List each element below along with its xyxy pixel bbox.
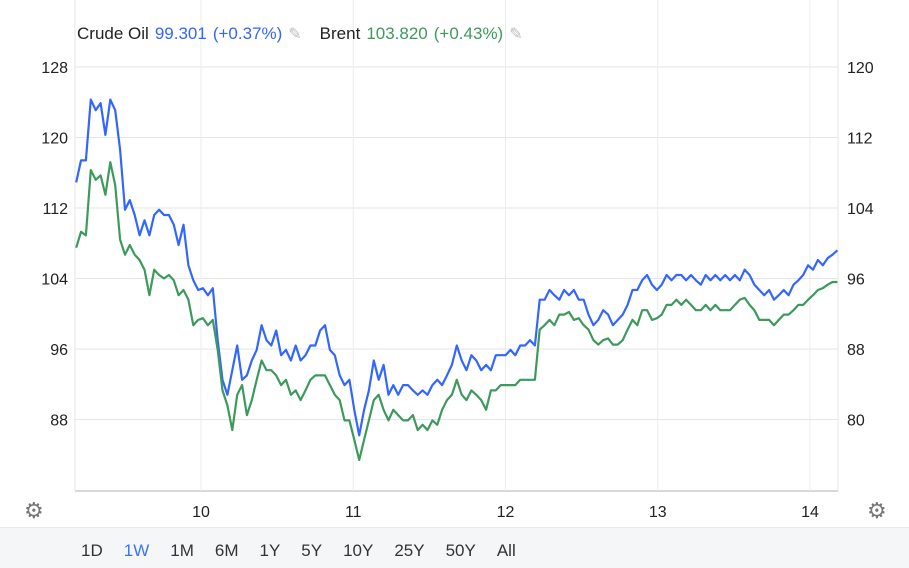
left-tick-label: 96 xyxy=(50,342,68,359)
axis-ticks: 88 96 104 112 120 128 80 88 96 104 112 120 10 11 12 13 1… xyxy=(41,60,874,521)
legend-brent-value: 103.820 xyxy=(366,24,428,43)
right-tick-label: 80 xyxy=(847,413,865,430)
period-1w[interactable]: 1W xyxy=(123,541,150,560)
period-1m[interactable]: 1M xyxy=(170,541,194,560)
left-tick-label: 88 xyxy=(50,413,68,430)
period-5y[interactable]: 5Y xyxy=(301,541,323,560)
pencil-icon[interactable]: ✎ xyxy=(509,26,523,43)
period-1y[interactable]: 1Y xyxy=(259,541,281,560)
legend-crude-name: Crude Oil xyxy=(77,24,149,43)
left-tick-label: 120 xyxy=(41,131,68,148)
right-tick-label: 120 xyxy=(847,60,874,77)
x-tick-label: 14 xyxy=(801,504,819,521)
period-50y[interactable]: 50Y xyxy=(445,541,476,560)
x-tick-label: 13 xyxy=(649,504,667,521)
legend-crude-value: 99.301 xyxy=(154,24,207,43)
legend-brent-change: (+0.43%) xyxy=(433,24,504,43)
grid xyxy=(74,0,839,492)
period-6m[interactable]: 6M xyxy=(214,541,239,560)
right-tick-label: 112 xyxy=(847,131,873,148)
gear-icon[interactable]: ⚙ xyxy=(24,498,44,523)
price-chart: 88 96 104 112 120 128 80 88 96 104 112 120 10 11 12 13 1… xyxy=(41,0,874,521)
series-line-brent xyxy=(75,161,838,462)
legend-brent-name: Brent xyxy=(319,24,361,43)
left-tick-label: 128 xyxy=(41,60,68,77)
series-lines[interactable] xyxy=(75,98,839,462)
x-tick-label: 10 xyxy=(192,504,210,521)
period-1d[interactable]: 1D xyxy=(81,541,103,560)
period-all[interactable]: All xyxy=(496,541,516,560)
x-tick-label: 12 xyxy=(497,504,515,521)
left-tick-label: 112 xyxy=(42,201,68,218)
gear-icon[interactable]: ⚙ xyxy=(867,498,887,523)
x-tick-label: 11 xyxy=(345,504,362,521)
period-selector: 1D 1W 1M 6M 1Y 5Y 10Y 25Y 50Y All xyxy=(81,541,537,561)
right-tick-label: 104 xyxy=(847,201,874,218)
period-10y[interactable]: 10Y xyxy=(343,541,374,560)
right-tick-label: 88 xyxy=(847,342,865,359)
period-bar: 1D 1W 1M 6M 1Y 5Y 10Y 25Y 50Y All xyxy=(0,527,909,568)
legend: Crude Oil 99.301 (+0.37%) ✎ Brent 103.82… xyxy=(77,24,535,44)
right-tick-label: 96 xyxy=(847,272,865,289)
period-25y[interactable]: 25Y xyxy=(394,541,425,560)
pencil-icon[interactable]: ✎ xyxy=(288,26,302,43)
series-line-crude-oil xyxy=(75,98,839,437)
legend-crude-change: (+0.37%) xyxy=(212,24,283,43)
left-tick-label: 104 xyxy=(41,272,68,289)
